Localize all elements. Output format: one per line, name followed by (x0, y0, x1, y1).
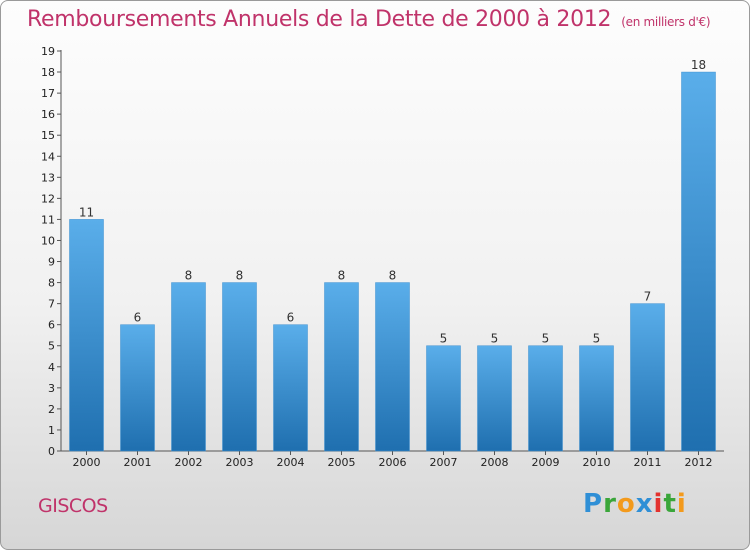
y-tick-label: 6 (48, 319, 55, 332)
bar (630, 303, 665, 452)
bar (324, 282, 359, 452)
logo-letter: i (676, 489, 687, 519)
bar-value-label: 18 (691, 58, 706, 72)
chart-bars: 11 6 8 8 6 8 8 5 5 5 5 7 18 (69, 58, 716, 452)
y-tick-label: 1 (48, 424, 55, 437)
y-tick-label: 9 (48, 256, 55, 269)
y-tick-label: 5 (48, 340, 55, 353)
y-tick-label: 12 (41, 192, 55, 205)
bar (375, 282, 410, 452)
y-tick-label: 13 (41, 171, 55, 184)
chart-unit: (en milliers d'€) (621, 15, 711, 29)
logo-letter: t (663, 489, 677, 519)
bar-value-label: 8 (389, 269, 397, 283)
x-tick-label: 2005 (328, 456, 356, 469)
y-tick-label: 15 (41, 129, 55, 142)
commune-name: GISCOS (38, 495, 108, 517)
y-tick-label: 17 (41, 87, 55, 100)
x-tick-label: 2007 (430, 456, 458, 469)
bar (171, 282, 206, 452)
y-tick-label: 8 (48, 277, 55, 290)
x-tick-label: 2009 (532, 456, 560, 469)
chart-title: Remboursements Annuels de la Dette de 20… (27, 7, 711, 32)
y-tick-label: 4 (48, 361, 55, 374)
x-tick-label: 2008 (481, 456, 509, 469)
y-tick-label: 2 (48, 403, 55, 416)
bar (477, 345, 512, 452)
bar-value-label: 5 (440, 332, 448, 346)
bar-value-label: 7 (644, 290, 652, 304)
bar (681, 71, 716, 452)
x-tick-label: 2010 (583, 456, 611, 469)
proxiti-logo: Proxiti (583, 489, 687, 519)
bar-value-label: 6 (287, 311, 295, 325)
x-tick-label: 2004 (277, 456, 305, 469)
logo-letter: r (603, 489, 617, 519)
bar (426, 345, 461, 452)
bar-value-label: 8 (338, 269, 346, 283)
bar-value-label: 5 (491, 332, 499, 346)
bar (579, 345, 614, 452)
y-tick-label: 3 (48, 382, 55, 395)
x-tick-label: 2002 (175, 456, 203, 469)
y-tick-label: 18 (41, 66, 55, 79)
bar (222, 282, 257, 452)
y-tick-label: 16 (41, 108, 55, 121)
bar (120, 324, 155, 452)
bar-value-label: 8 (185, 269, 193, 283)
y-tick-label: 0 (48, 445, 55, 458)
x-tick-label: 2000 (73, 456, 101, 469)
y-tick-label: 19 (41, 45, 55, 58)
x-tick-label: 2011 (634, 456, 662, 469)
logo-letter: x (635, 489, 654, 519)
logo-letter: o (616, 489, 636, 519)
x-tick-label: 2006 (379, 456, 407, 469)
bar (69, 219, 104, 452)
logo-letter: i (653, 489, 664, 519)
y-tick-label: 11 (41, 213, 55, 226)
y-tick-label: 10 (41, 234, 55, 247)
logo-letter: P (583, 489, 604, 519)
x-tick-label: 2001 (124, 456, 152, 469)
bar-value-label: 11 (79, 205, 94, 219)
bar (528, 345, 563, 452)
bar-value-label: 5 (542, 332, 550, 346)
bar-value-label: 8 (236, 269, 244, 283)
bar-value-label: 5 (593, 332, 601, 346)
x-tick-label: 2012 (685, 456, 713, 469)
x-tick-label: 2003 (226, 456, 254, 469)
chart-title-text: Remboursements Annuels de la Dette de 20… (27, 7, 612, 32)
y-tick-label: 14 (41, 150, 55, 163)
y-tick-label: 7 (48, 298, 55, 311)
bar (273, 324, 308, 452)
bar-value-label: 6 (134, 311, 142, 325)
